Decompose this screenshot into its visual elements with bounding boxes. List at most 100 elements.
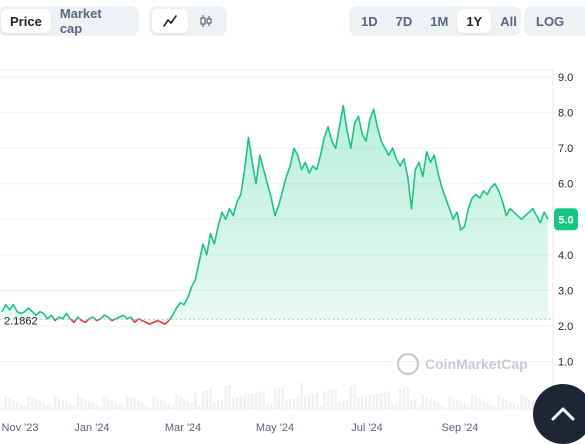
volume-bar <box>395 403 398 410</box>
volume-bar <box>239 396 243 410</box>
volume-bar <box>46 405 49 410</box>
volume-bar <box>258 392 262 410</box>
volume-bar <box>156 398 159 410</box>
volume-bar <box>444 407 447 410</box>
volume-bar <box>402 388 406 410</box>
price-type-toggle: Price Market cap <box>0 6 139 36</box>
volume-bar <box>118 404 121 410</box>
y-tick-label: 2.0 <box>558 321 573 333</box>
range-1d-button[interactable]: 1D <box>361 13 378 29</box>
volume-bar <box>254 393 258 410</box>
tab-market-cap[interactable]: Market cap <box>59 6 102 36</box>
volume-bar <box>493 407 497 410</box>
volume-bar <box>266 404 269 410</box>
x-tick-label: Mar '24 <box>165 422 201 434</box>
volume-bar <box>31 397 34 410</box>
volume-bar <box>61 400 64 410</box>
volume-bar <box>235 397 239 410</box>
volume-bar <box>376 394 379 410</box>
volume-bar <box>429 399 432 410</box>
y-tick-label: 4.0 <box>558 250 573 262</box>
y-tick-label: 9.0 <box>558 72 573 84</box>
volume-bar <box>448 396 451 410</box>
volume-bar <box>330 390 334 410</box>
volume-bar <box>194 392 197 410</box>
volume-bar <box>486 403 489 410</box>
volume-bar <box>421 395 425 410</box>
volume-bar <box>182 399 186 410</box>
volume-bar <box>364 396 368 410</box>
chart-toolbar: Price Market cap 1D 7D 1M 1Y All LOG <box>0 0 585 44</box>
volume-bar <box>141 403 144 410</box>
y-tick-label: 3.0 <box>558 285 573 297</box>
volume-bar <box>520 395 523 410</box>
volume-bar <box>270 403 273 410</box>
volume-bar <box>425 397 428 410</box>
volume-bar <box>304 396 307 410</box>
volume-bar <box>406 387 409 410</box>
volume-bar <box>186 401 189 410</box>
volume-bar <box>300 383 303 410</box>
coinmarketcap-logo-icon <box>396 352 420 376</box>
volume-bar <box>345 400 349 410</box>
current-price-label: 5.0 <box>558 214 573 226</box>
tab-price[interactable]: Price <box>1 9 51 33</box>
volume-bar <box>398 389 402 410</box>
line-chart-icon[interactable] <box>152 9 188 33</box>
volume-bar <box>383 392 387 410</box>
volume-bar <box>95 405 98 410</box>
volume-bar <box>311 394 315 410</box>
volume-bar <box>144 405 148 410</box>
range-1y-button[interactable]: 1Y <box>457 9 492 33</box>
candlestick-icon[interactable] <box>188 9 224 33</box>
volume-bar <box>414 399 417 410</box>
price-area <box>2 105 548 320</box>
volume-bar <box>277 388 280 410</box>
volume-bar <box>474 397 478 410</box>
log-button[interactable]: LOG <box>536 13 565 29</box>
volume-bar <box>489 405 493 410</box>
volume-bar <box>34 399 38 410</box>
volume-bar <box>470 395 474 410</box>
y-tick-label: 1.0 <box>558 356 573 368</box>
volume-bar <box>505 400 508 410</box>
price-line-up <box>1 104 549 320</box>
range-all-button[interactable]: All <box>500 13 517 29</box>
volume-bar <box>129 397 133 410</box>
volume-bar <box>307 395 311 410</box>
volume-bar <box>440 405 444 410</box>
volume-bar <box>243 395 246 410</box>
volume-bar <box>167 404 171 410</box>
volume-bar <box>433 401 436 410</box>
volume-bar <box>125 395 129 410</box>
volume-bar <box>190 403 193 410</box>
volume-bar <box>53 396 57 410</box>
range-1m-button[interactable]: 1M <box>430 13 449 29</box>
volume-bar <box>91 403 95 410</box>
volume-bar <box>137 401 140 410</box>
volume-bar <box>501 398 504 410</box>
volume-bar <box>80 397 83 410</box>
volume-bar <box>23 406 26 410</box>
x-tick-label: Jul '24 <box>351 422 382 434</box>
volume-bar <box>209 389 212 410</box>
volume-bar <box>410 400 413 410</box>
coinmarketcap-watermark: CoinMarketCap <box>396 352 528 376</box>
volume-bar <box>42 403 45 410</box>
volume-bar <box>262 391 265 410</box>
range-7d-button[interactable]: 7D <box>395 13 413 29</box>
volume-bar <box>88 401 91 410</box>
volume-bar <box>232 398 235 410</box>
volume-bar <box>323 392 326 410</box>
volume-bar <box>57 398 61 410</box>
volume-bar <box>72 406 76 410</box>
volume-bar <box>216 401 220 410</box>
volume-bar <box>372 395 375 410</box>
chevron-up-icon <box>551 407 575 421</box>
volume-bar <box>296 397 299 410</box>
volume-bar <box>27 395 30 410</box>
scroll-to-top-button[interactable] <box>533 384 585 444</box>
x-tick-label: Jan '24 <box>74 422 109 434</box>
volume-bar <box>326 391 330 410</box>
x-tick-label: Nov '23 <box>2 422 39 434</box>
